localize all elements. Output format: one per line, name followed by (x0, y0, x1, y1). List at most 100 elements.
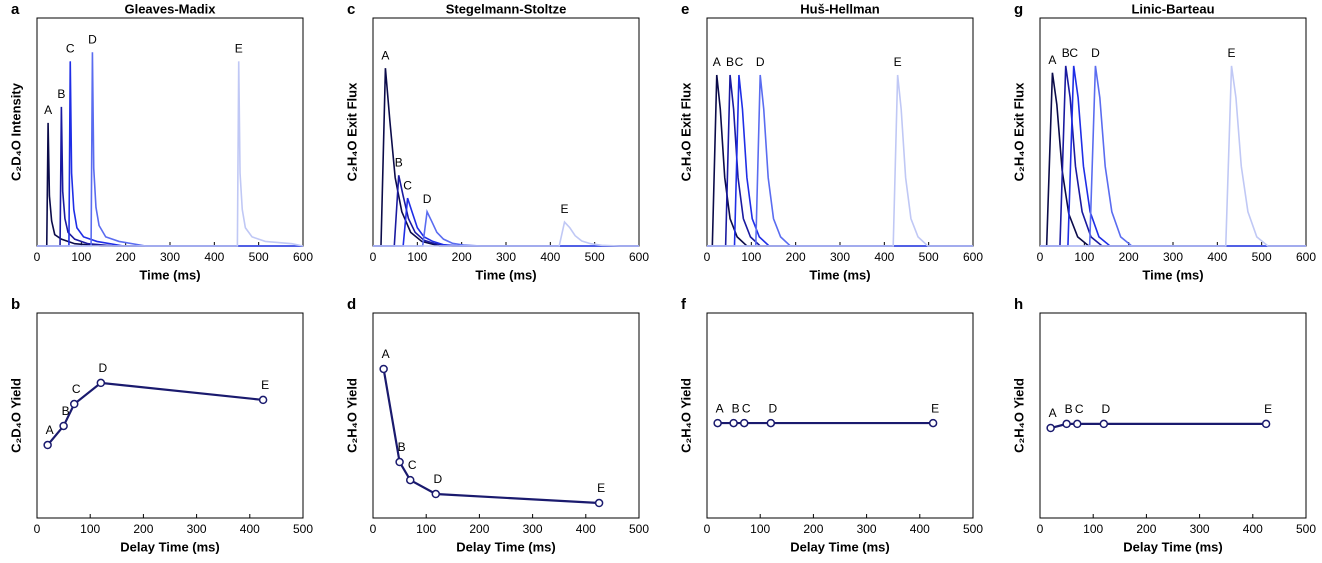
y-axis-label: C₂H₄O Exit Flux (678, 82, 693, 181)
x-tick-label: 300 (523, 522, 543, 536)
x-tick-label: 100 (750, 522, 770, 536)
x-axis-label: Time (ms) (809, 267, 870, 282)
pulse-line (373, 175, 639, 247)
panel-label: b (11, 296, 20, 313)
pulse-line (373, 197, 639, 247)
peak-label: E (894, 55, 902, 69)
x-tick-label: 200 (1136, 522, 1156, 536)
x-axis-label: Delay Time (ms) (1123, 539, 1222, 554)
x-tick-label: 600 (293, 250, 313, 264)
x-tick-label: 300 (496, 250, 516, 264)
pulse-line (37, 61, 304, 247)
yield-point (1261, 419, 1271, 429)
yield-point (1062, 419, 1071, 429)
pulse-line (707, 74, 973, 247)
x-tick-label: 0 (34, 250, 41, 264)
panel-title: Gleaves-Madix (124, 1, 216, 16)
x-tick-label: 100 (71, 250, 91, 264)
point-label: B (62, 404, 70, 418)
plot-frame (372, 312, 640, 519)
yield-point (1099, 419, 1109, 429)
x-axis-label: Time (ms) (475, 267, 536, 282)
x-tick-label: 400 (874, 250, 894, 264)
x-tick-label: 400 (240, 522, 260, 536)
y-axis-label: C₂H₄O Yield (344, 378, 359, 453)
point-label: E (597, 481, 605, 495)
yield-point (739, 418, 749, 428)
y-axis-label: C₂H₄O Yield (1011, 378, 1026, 453)
point-label: A (1049, 406, 1057, 420)
peak-label: A (381, 48, 389, 62)
pulse-line (707, 74, 973, 247)
yield-point (405, 475, 415, 485)
x-tick-label: 300 (857, 522, 877, 536)
panel-title: Linic-Barteau (1131, 1, 1214, 16)
point-label: B (732, 401, 740, 415)
point-label: B (1065, 402, 1073, 416)
panel-label: g (1014, 1, 1023, 18)
x-tick-label: 300 (187, 522, 207, 536)
point-label: B (398, 440, 406, 454)
x-tick-label: 500 (1296, 522, 1316, 536)
point-label: C (408, 458, 417, 472)
x-tick-label: 0 (1037, 250, 1044, 264)
plot-frame (36, 312, 304, 519)
point-label: A (46, 423, 54, 437)
point-label: E (261, 378, 269, 392)
plot-frame (372, 17, 640, 247)
pulse-line (1040, 65, 1306, 247)
yield-point (69, 399, 79, 409)
point-label: E (1264, 402, 1272, 416)
x-tick-label: 200 (786, 250, 806, 264)
panel-label: d (347, 296, 356, 313)
plot-frame (1039, 312, 1307, 519)
x-tick-label: 300 (1190, 522, 1210, 536)
peak-label: A (713, 55, 721, 69)
y-axis-label: C₂H₄O Exit Flux (1011, 82, 1026, 181)
yield-point (594, 498, 604, 508)
pulse-line (707, 74, 973, 247)
x-axis-label: Time (ms) (1142, 267, 1203, 282)
yield-point (928, 418, 938, 428)
x-tick-label: 500 (293, 522, 313, 536)
point-label: E (931, 401, 939, 415)
panel-label: h (1014, 296, 1023, 313)
peak-label: B (1062, 46, 1070, 60)
peak-label: C (66, 41, 75, 55)
yield-line (1050, 422, 1267, 430)
x-axis-label: Time (ms) (139, 267, 200, 282)
pulse-line (1040, 65, 1306, 247)
yield-point (1072, 419, 1082, 429)
peak-label: D (1091, 46, 1100, 60)
pulse-line (707, 74, 973, 247)
x-tick-label: 300 (1163, 250, 1183, 264)
peak-label: E (561, 202, 569, 216)
x-tick-label: 200 (116, 250, 136, 264)
pulse-line (1040, 65, 1306, 247)
pulse-line (1040, 65, 1306, 247)
x-tick-label: 100 (407, 250, 427, 264)
peak-label: C (403, 178, 412, 192)
y-axis-label: C₂D₄O Intensity (8, 82, 23, 181)
panel-label: e (681, 1, 689, 18)
pulse-line (37, 61, 303, 247)
peak-label: D (423, 192, 432, 206)
x-tick-label: 0 (34, 522, 41, 536)
x-tick-label: 100 (1074, 250, 1094, 264)
x-tick-label: 0 (370, 250, 377, 264)
peak-label: B (726, 55, 734, 69)
x-axis-label: Delay Time (ms) (790, 539, 889, 554)
panel-label: f (681, 296, 687, 313)
x-tick-label: 400 (910, 522, 930, 536)
x-tick-label: 500 (963, 522, 983, 536)
y-axis-label: C₂H₄O Yield (678, 378, 693, 453)
peak-label: E (235, 41, 243, 55)
pulse-line (1040, 72, 1306, 247)
pulse-line (37, 122, 303, 247)
point-label: D (433, 472, 442, 486)
x-tick-label: 0 (1037, 522, 1044, 536)
x-tick-label: 400 (1207, 250, 1227, 264)
x-tick-label: 500 (585, 250, 605, 264)
plot-frame (1039, 17, 1307, 247)
